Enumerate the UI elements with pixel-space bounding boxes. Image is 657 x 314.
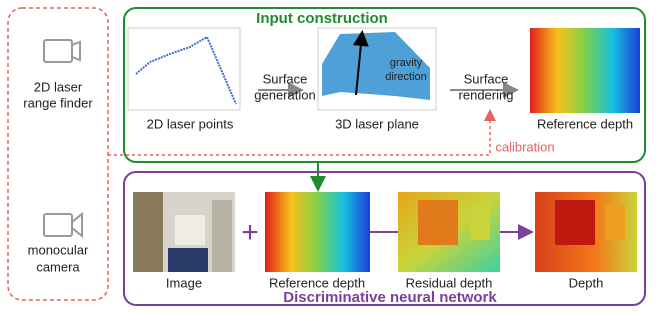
laser-points-plot (128, 28, 240, 110)
diagram: 2D laser range finder monocular camera I… (0, 0, 657, 314)
laser-plane-plot (318, 28, 436, 110)
label: Image (166, 275, 202, 290)
sensor-label: range finder (23, 95, 93, 110)
sensor-label: monocular (28, 242, 89, 257)
sensor-label: camera (36, 259, 80, 274)
label: Surface (464, 71, 509, 86)
section-title: Input construction (256, 10, 388, 27)
rgb-image (133, 192, 235, 272)
calibration-label: calibration (495, 139, 554, 154)
laser-icon (44, 40, 80, 62)
label: Reference depth (537, 116, 633, 131)
label: gravity (390, 57, 423, 69)
residual-depth-image (398, 192, 500, 272)
reference-depth-image (265, 192, 370, 272)
label: Surface (263, 71, 308, 86)
label: rendering (459, 87, 514, 102)
camera-icon (44, 214, 82, 236)
reference-depth-image (530, 28, 640, 113)
depth-image (535, 192, 637, 272)
plus: + (241, 216, 259, 249)
label: 3D laser plane (335, 116, 419, 131)
label: direction (385, 71, 427, 83)
label: Depth (569, 275, 604, 290)
sensor-label: 2D laser (34, 79, 83, 94)
label: generation (254, 87, 315, 102)
section-title: Discriminative neural network (283, 289, 497, 306)
label: 2D laser points (147, 116, 234, 131)
